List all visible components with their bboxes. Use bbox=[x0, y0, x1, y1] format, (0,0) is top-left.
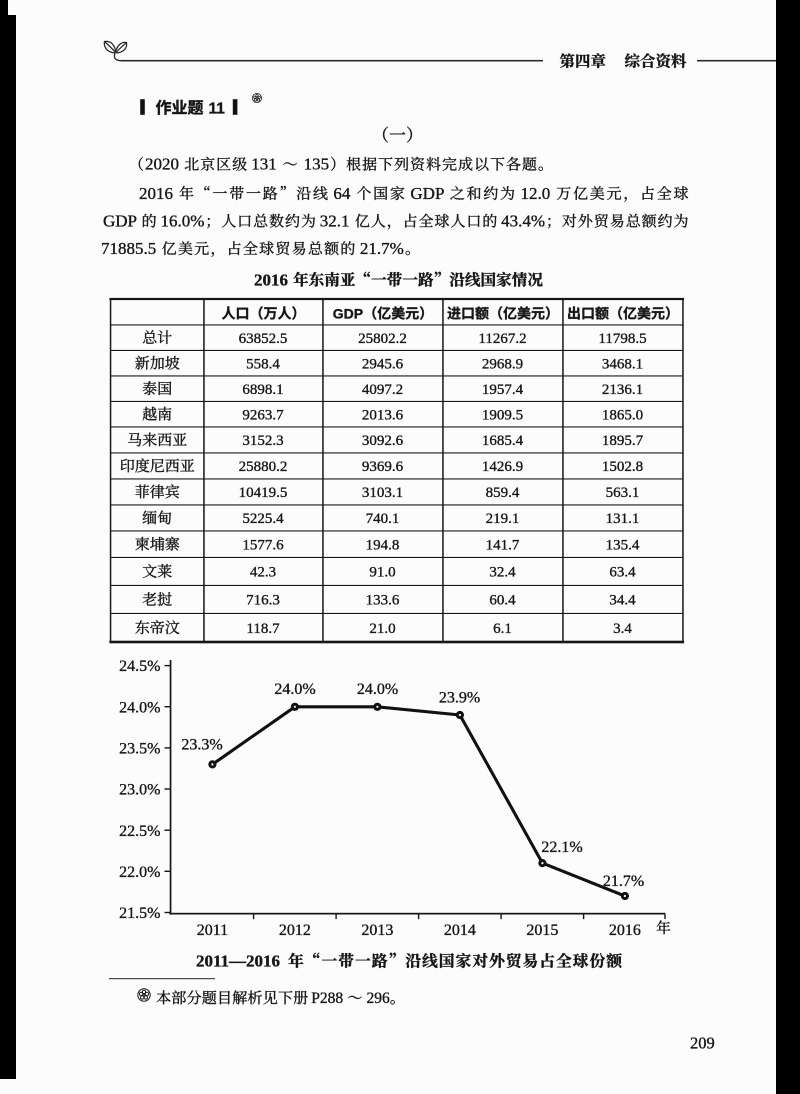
svg-text:296: 296 bbox=[367, 990, 391, 1007]
svg-text:563.1: 563.1 bbox=[606, 485, 640, 501]
svg-text:3468.1: 3468.1 bbox=[602, 356, 643, 372]
svg-text:194.8: 194.8 bbox=[366, 538, 400, 554]
svg-text:6.1: 6.1 bbox=[493, 621, 512, 637]
svg-text:2136.1: 2136.1 bbox=[602, 382, 643, 398]
svg-text:25880.2: 25880.2 bbox=[239, 459, 288, 475]
svg-text:4097.2: 4097.2 bbox=[362, 382, 403, 398]
svg-text:24.5%: 24.5% bbox=[119, 658, 160, 675]
svg-text:1685.4: 1685.4 bbox=[482, 433, 524, 449]
svg-text:1577.6: 1577.6 bbox=[242, 538, 284, 554]
svg-text:131.1: 131.1 bbox=[606, 511, 640, 527]
svg-text:22.0%: 22.0% bbox=[119, 864, 160, 881]
svg-text:24.0%: 24.0% bbox=[119, 699, 160, 716]
svg-text:24.0%: 24.0% bbox=[274, 681, 315, 698]
svg-text:25802.2: 25802.2 bbox=[358, 331, 407, 347]
svg-text:1502.8: 1502.8 bbox=[602, 459, 643, 475]
svg-text:118.7: 118.7 bbox=[246, 621, 280, 637]
svg-text:141.7: 141.7 bbox=[486, 538, 520, 554]
svg-text:63.4: 63.4 bbox=[609, 565, 636, 581]
svg-text:9369.6: 9369.6 bbox=[362, 459, 404, 475]
svg-text:64: 64 bbox=[333, 184, 351, 203]
svg-text:GDP: GDP bbox=[103, 211, 137, 230]
svg-text:5225.4: 5225.4 bbox=[242, 511, 284, 527]
svg-text:71885.5: 71885.5 bbox=[101, 239, 156, 258]
svg-text:135: 135 bbox=[304, 155, 330, 174]
svg-text:60.4: 60.4 bbox=[489, 593, 516, 609]
svg-text:GDP: GDP bbox=[410, 184, 444, 203]
svg-text:16.0%: 16.0% bbox=[161, 211, 205, 230]
svg-text:32.4: 32.4 bbox=[489, 565, 516, 581]
svg-text:34.4: 34.4 bbox=[609, 593, 636, 609]
svg-text:63852.5: 63852.5 bbox=[239, 331, 288, 347]
svg-text:43.4%: 43.4% bbox=[501, 211, 545, 230]
svg-text:23.3%: 23.3% bbox=[181, 737, 222, 754]
svg-text:2945.6: 2945.6 bbox=[362, 356, 404, 372]
svg-text:2012: 2012 bbox=[279, 922, 311, 939]
svg-text:2016: 2016 bbox=[139, 184, 173, 203]
svg-text:2020: 2020 bbox=[145, 155, 179, 174]
svg-text:131: 131 bbox=[251, 155, 277, 174]
svg-text:22.5%: 22.5% bbox=[119, 823, 160, 840]
svg-text:23.5%: 23.5% bbox=[119, 741, 160, 758]
svg-text:3.4: 3.4 bbox=[613, 621, 632, 637]
svg-text:2016: 2016 bbox=[254, 270, 288, 289]
svg-text:2968.9: 2968.9 bbox=[482, 356, 523, 372]
svg-text:22.1%: 22.1% bbox=[541, 839, 582, 856]
svg-text:32.1: 32.1 bbox=[320, 211, 350, 230]
svg-text:2011: 2011 bbox=[197, 922, 228, 939]
svg-text:3152.3: 3152.3 bbox=[242, 433, 283, 449]
svg-text:1895.7: 1895.7 bbox=[602, 433, 644, 449]
svg-text:P288: P288 bbox=[311, 990, 343, 1007]
svg-text:11798.5: 11798.5 bbox=[598, 331, 646, 347]
svg-text:219.1: 219.1 bbox=[486, 511, 520, 527]
svg-text:1957.4: 1957.4 bbox=[482, 382, 524, 398]
svg-text:1865.0: 1865.0 bbox=[602, 407, 643, 423]
svg-text:6898.1: 6898.1 bbox=[242, 382, 283, 398]
svg-text:1426.9: 1426.9 bbox=[482, 459, 523, 475]
svg-text:23.9%: 23.9% bbox=[439, 690, 480, 707]
svg-text:11267.2: 11267.2 bbox=[478, 331, 526, 347]
svg-text:11: 11 bbox=[209, 100, 226, 117]
svg-text:10419.5: 10419.5 bbox=[239, 485, 288, 501]
svg-text:558.4: 558.4 bbox=[246, 356, 280, 372]
svg-text:859.4: 859.4 bbox=[486, 485, 520, 501]
svg-text:2013: 2013 bbox=[361, 922, 393, 939]
svg-text:42.3: 42.3 bbox=[250, 565, 276, 581]
svg-text:23.0%: 23.0% bbox=[119, 782, 160, 799]
svg-text:2014: 2014 bbox=[444, 922, 476, 939]
svg-text:3092.6: 3092.6 bbox=[362, 433, 404, 449]
svg-text:716.3: 716.3 bbox=[246, 593, 280, 609]
svg-text:2011—2016: 2011—2016 bbox=[196, 952, 280, 971]
svg-text:2013.6: 2013.6 bbox=[362, 407, 404, 423]
svg-text:21.0: 21.0 bbox=[369, 621, 395, 637]
svg-text:133.6: 133.6 bbox=[366, 593, 400, 609]
svg-text:209: 209 bbox=[690, 1034, 715, 1053]
svg-text:21.7%: 21.7% bbox=[603, 873, 644, 890]
svg-text:9263.7: 9263.7 bbox=[242, 407, 284, 423]
svg-text:2015: 2015 bbox=[526, 922, 558, 939]
svg-text:135.4: 135.4 bbox=[606, 538, 640, 554]
svg-text:2016: 2016 bbox=[609, 922, 641, 939]
svg-text:91.0: 91.0 bbox=[369, 565, 395, 581]
svg-text:21.5%: 21.5% bbox=[119, 905, 160, 922]
svg-text:21.7%: 21.7% bbox=[360, 239, 404, 258]
svg-text:740.1: 740.1 bbox=[366, 511, 400, 527]
svg-text:12.0: 12.0 bbox=[521, 184, 551, 203]
svg-text:24.0%: 24.0% bbox=[357, 681, 398, 698]
svg-text:3103.1: 3103.1 bbox=[362, 485, 403, 501]
svg-text:1909.5: 1909.5 bbox=[482, 407, 523, 423]
svg-text:GDP: GDP bbox=[333, 305, 363, 321]
